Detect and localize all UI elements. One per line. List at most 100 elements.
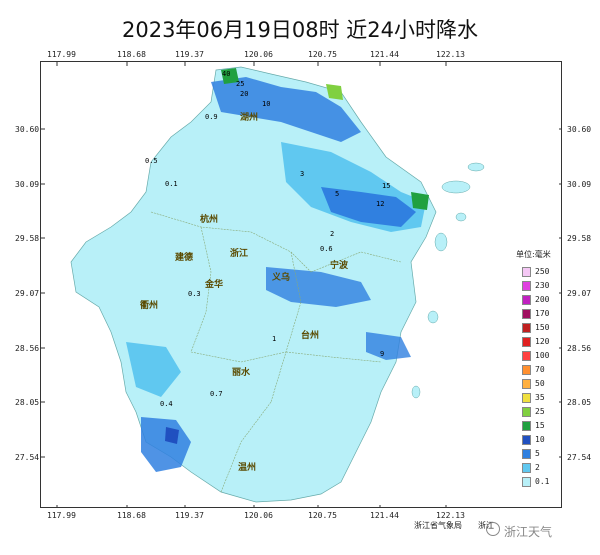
lon-tick: 119.37 [175,50,204,59]
precip-spot-heavy [326,84,343,100]
station-value: 10 [262,100,271,108]
lat-tick: 29.07 [567,289,592,298]
legend-row: 50 [522,377,562,390]
lon-tick: 117.99 [47,50,76,59]
lon-tick: 122.13 [436,50,465,59]
watermark: 浙江天气 [504,525,553,539]
city-label: 宁波 [330,261,349,271]
lon-tick: 120.75 [308,50,337,59]
legend-swatch [522,350,531,361]
legend-swatch [522,462,531,473]
source-label: 浙江省气象局 [414,521,462,530]
legend-value: 15 [535,421,545,430]
lon-tick: 122.13 [436,511,465,520]
precip-spot-heavy [221,68,239,84]
legend-value: 120 [535,337,550,346]
legend-swatch [522,420,531,431]
precipitation-map [41,62,561,507]
station-value: 0.9 [205,113,218,121]
legend-row: 10 [522,433,562,446]
lon-tick: 117.99 [47,511,76,520]
city-label: 浙江 [230,249,249,259]
station-value: 3 [300,170,305,178]
city-label: 义乌 [272,273,291,283]
legend-value: 35 [535,393,545,402]
lat-tick: 28.56 [567,344,592,353]
lat-tick: 28.56 [15,344,40,353]
legend-value: 250 [535,267,550,276]
legend-value: 5 [535,449,540,458]
city-label: 杭州 [200,215,219,225]
lon-tick: 121.44 [370,511,399,520]
lon-tick: 118.68 [117,50,146,59]
legend-swatch [522,378,531,389]
legend-value: 230 [535,281,550,290]
legend-row: 5 [522,447,562,460]
station-value: 9 [380,350,385,358]
legend-swatch [522,364,531,375]
map-frame [40,61,562,508]
station-value: 1 [272,335,277,343]
legend-row: 170 [522,307,562,320]
station-value: 40 [222,70,231,78]
legend-swatch [522,476,531,487]
station-value: 0.4 [160,400,173,408]
precip-zone-north [211,77,361,142]
legend-swatch [522,406,531,417]
precip-spot-heavy [165,427,179,444]
lon-tick: 120.06 [244,50,273,59]
legend-value: 10 [535,435,545,444]
precip-zone-southeast [366,332,411,360]
lon-tick: 120.06 [244,511,273,520]
legend-swatch [522,308,531,319]
lat-tick: 28.05 [15,398,40,407]
legend-swatch [522,336,531,347]
station-value: 0.5 [145,157,158,165]
legend-value: 2 [535,463,540,472]
city-label: 衢州 [140,301,159,311]
lon-tick: 120.75 [308,511,337,520]
lat-tick: 30.09 [567,180,592,189]
lat-tick: 27.54 [15,453,40,462]
precip-spot-heavy [411,192,429,210]
lat-tick: 28.05 [567,398,592,407]
legend-row: 150 [522,321,562,334]
station-value: 2 [330,230,335,238]
legend-row: 100 [522,349,562,362]
station-value: 0.3 [188,290,201,298]
city-label: 建德 [175,253,194,263]
legend-value: 50 [535,379,545,388]
legend-title: 单位:毫米 [516,250,551,259]
legend-value: 200 [535,295,550,304]
legend-swatch [522,448,531,459]
lon-tick: 121.44 [370,50,399,59]
station-value: 20 [240,90,249,98]
legend-swatch [522,322,531,333]
lat-tick: 29.58 [567,234,592,243]
legend-row: 25 [522,405,562,418]
city-label: 金华 [205,280,224,290]
legend-row: 35 [522,391,562,404]
legend-row: 250 [522,265,562,278]
legend-row: 15 [522,419,562,432]
city-label: 湖州 [240,113,259,123]
precip-zone-southwest-light [126,342,181,397]
station-value: 0.7 [210,390,223,398]
province-land [70,66,437,503]
precip-zone-northeast-heavy [321,187,416,227]
lat-tick: 29.07 [15,289,40,298]
legend-row: 0.1 [522,475,562,488]
map-title: 2023年06月19日08时 近24小时降水 [121,18,478,42]
legend-row: 120 [522,335,562,348]
legend-swatch [522,434,531,445]
legend-row: 70 [522,363,562,376]
legend-swatch [522,280,531,291]
station-value: 0.1 [165,180,178,188]
lat-tick: 30.60 [15,125,40,134]
lat-tick: 27.54 [567,453,592,462]
station-value: 12 [376,200,385,208]
lat-tick: 30.60 [567,125,592,134]
legend-value: 25 [535,407,545,416]
legend-swatch [522,266,531,277]
legend-swatch [522,392,531,403]
